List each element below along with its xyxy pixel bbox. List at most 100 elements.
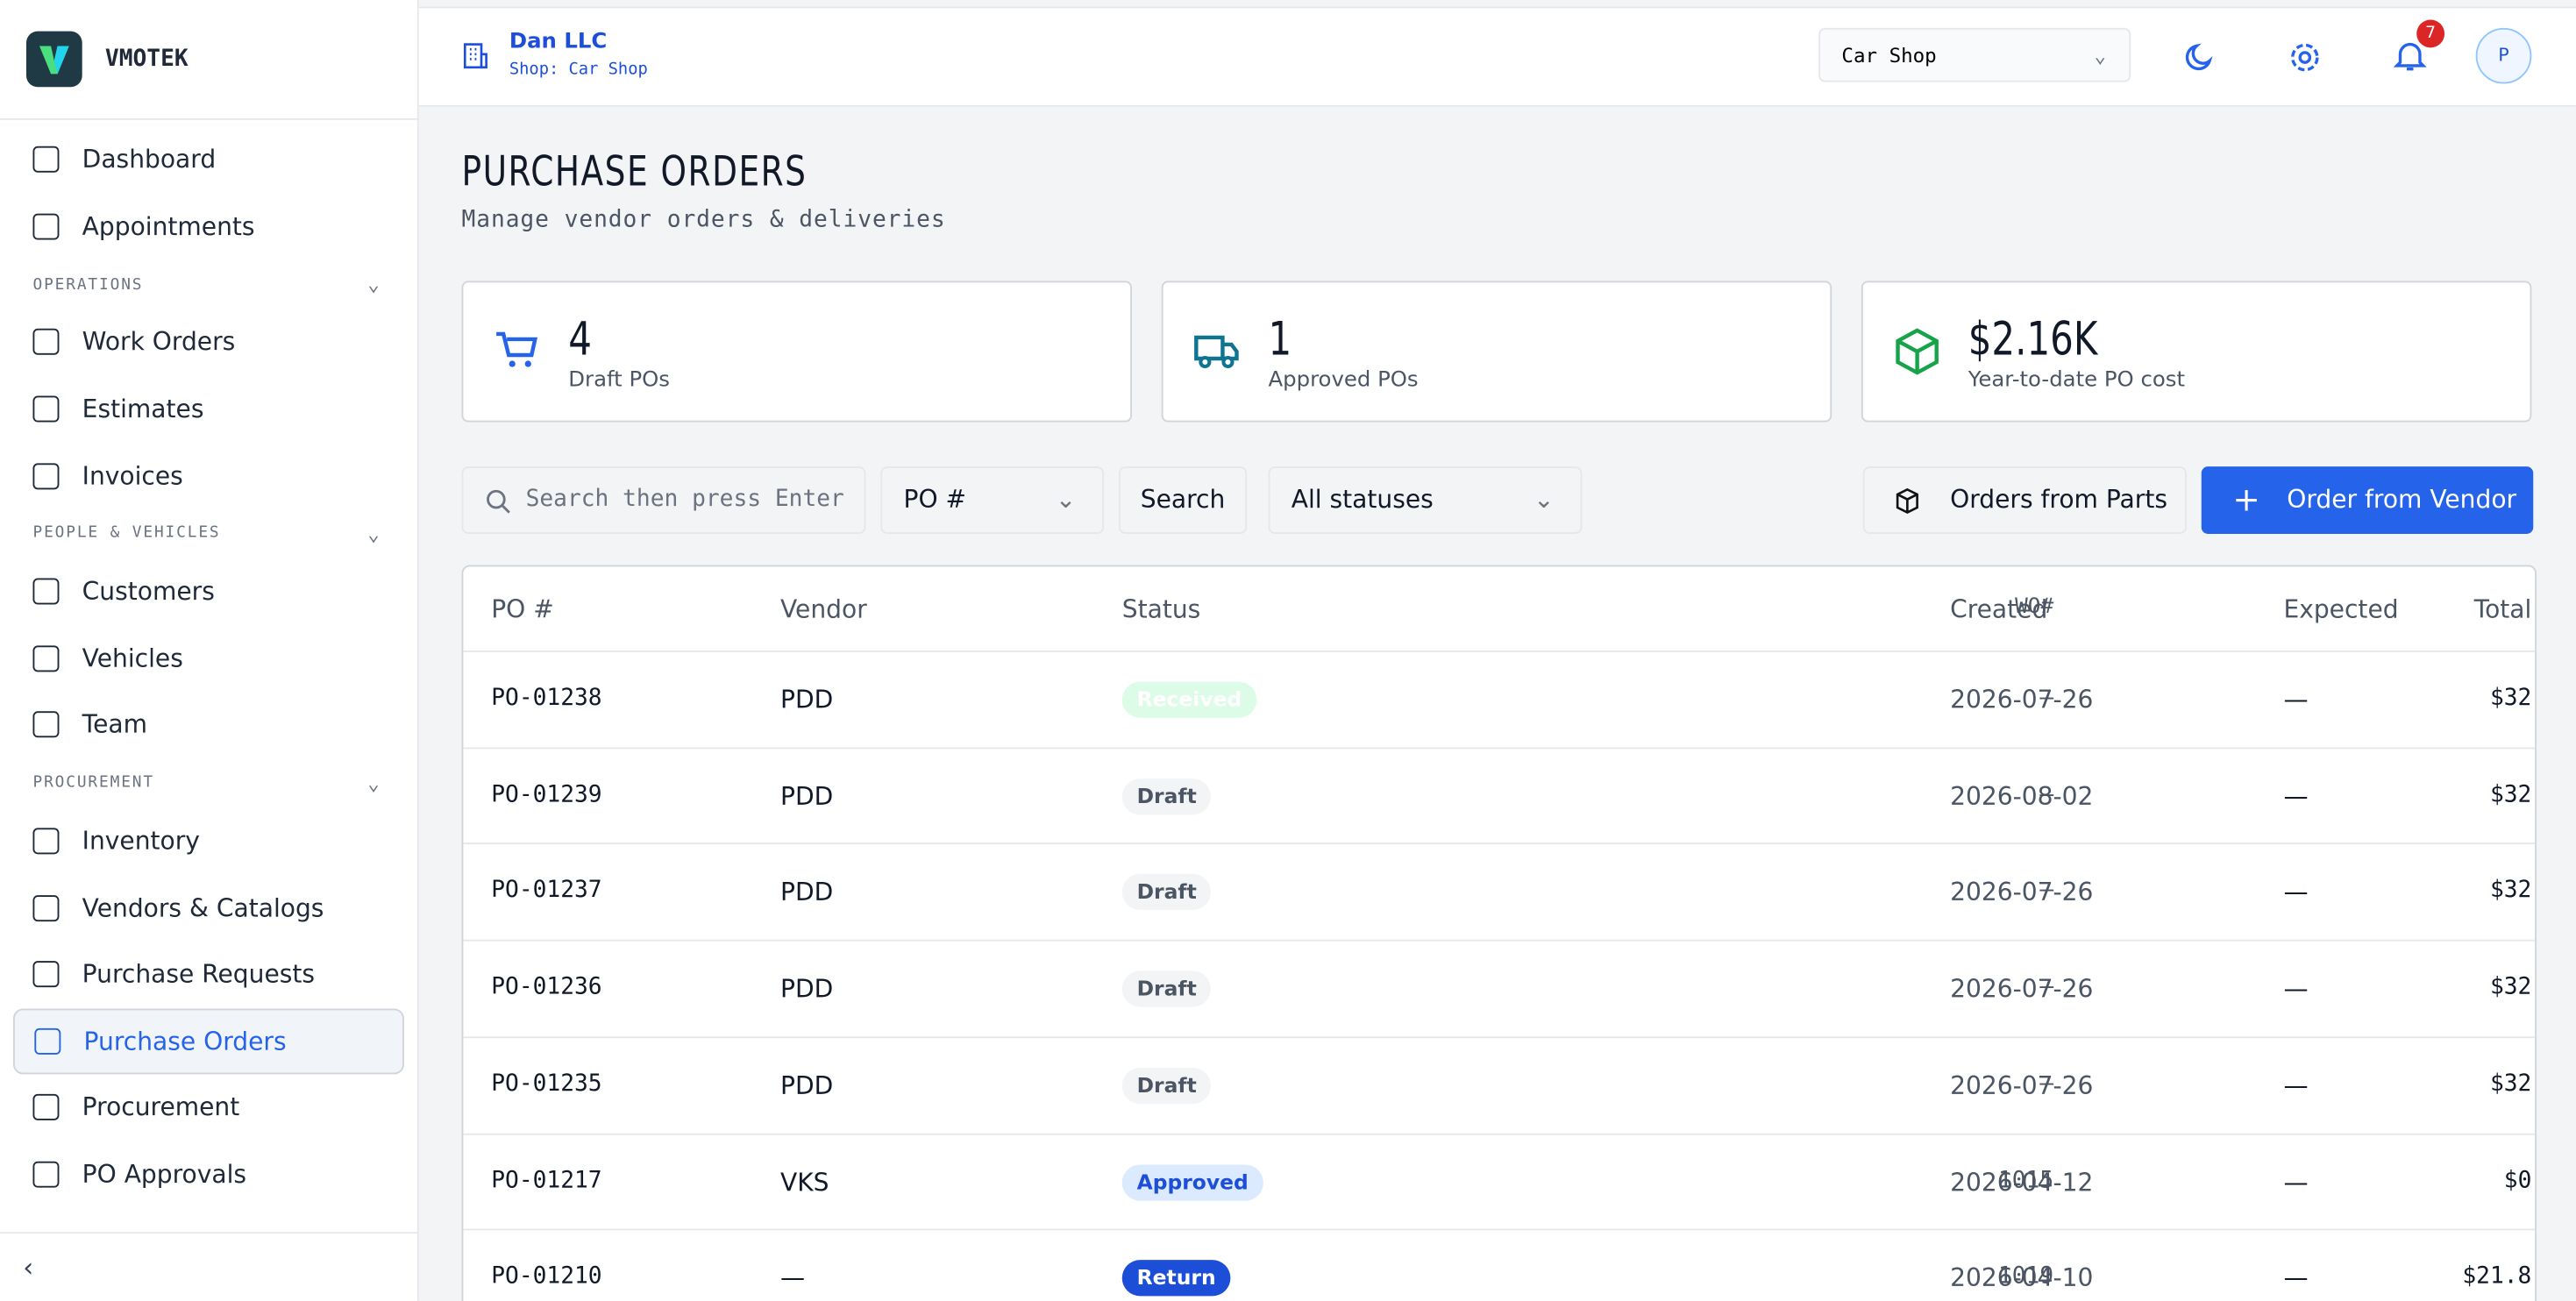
- notification-count: 7: [2416, 19, 2445, 48]
- nav-section-title: OPERATIONS: [32, 275, 144, 294]
- nav-item[interactable]: Work Orders: [13, 309, 404, 376]
- nav-item[interactable]: Vehicles: [13, 625, 404, 692]
- nav-item[interactable]: Invoices: [13, 443, 404, 509]
- orders-from-parts-button[interactable]: Orders from Parts: [1862, 466, 2187, 534]
- column-header[interactable]: Expected: [2283, 594, 2399, 625]
- stat-card: 1 Approved POs: [1161, 281, 1832, 423]
- nav-section[interactable]: OPERATIONS ⌄: [13, 259, 404, 309]
- table-cell: $0: [2503, 1167, 2532, 1194]
- field-select[interactable]: PO # ⌄: [880, 466, 1105, 534]
- column-header[interactable]: WO#: [2015, 594, 2054, 620]
- table-row[interactable]: PO-01236 PDD Draft – $32 2026-07-26 —: [463, 939, 2536, 1038]
- chevron: ⌄: [367, 771, 381, 795]
- nav-icon: [32, 462, 60, 489]
- notifications-button[interactable]: [2392, 38, 2428, 74]
- status-filter-value: All statuses: [1291, 484, 1434, 515]
- column-header[interactable]: Created: [1950, 594, 2048, 625]
- status-badge: Draft: [1121, 778, 1212, 814]
- nav-label: Purchase Requests: [82, 959, 316, 990]
- nav-item[interactable]: Team: [13, 692, 404, 758]
- search-button[interactable]: Search: [1118, 466, 1248, 534]
- search-input[interactable]: Search then press Enter: [461, 466, 866, 534]
- nav-label: Team: [82, 710, 147, 741]
- logo: [25, 31, 82, 88]
- nav-item[interactable]: Appointments: [13, 193, 404, 259]
- stat-value: 1: [1268, 312, 1292, 366]
- nav-icon: [32, 1161, 60, 1188]
- table-cell: $32: [2489, 974, 2532, 1001]
- stat-value: $2.16K: [1968, 312, 2098, 366]
- nav-item[interactable]: Inventory: [13, 807, 404, 874]
- table-cell: $21.8: [2462, 1263, 2532, 1290]
- nav-icon: [32, 329, 60, 356]
- table-cell: —: [2283, 685, 2309, 715]
- settings-button[interactable]: [2287, 39, 2323, 75]
- table-cell: PDD: [780, 781, 834, 812]
- table-cell: 2026-04-12: [1950, 1167, 2094, 1197]
- table-cell: PO-01210: [491, 1263, 602, 1290]
- table-row[interactable]: PO-01238 PDD Received – $32 2026-07-26 —: [463, 650, 2536, 749]
- stat-label: Year-to-date PO cost: [1968, 367, 2186, 393]
- table-row[interactable]: PO-01239 PDD Draft – $32 2026-08-02 —: [463, 746, 2536, 845]
- table-row[interactable]: PO-01210 — Return 1019 $21.8 2026-04-10 —: [463, 1228, 2536, 1301]
- column-header[interactable]: Vendor: [780, 594, 867, 625]
- nav-section[interactable]: PEOPLE & VEHICLES ⌄: [13, 509, 404, 558]
- table-cell: PO-01236: [491, 974, 602, 1001]
- nav-item[interactable]: PO Approvals: [13, 1141, 404, 1208]
- nav-section-title: PEOPLE & VEHICLES: [32, 524, 221, 544]
- table-cell: —: [2283, 1070, 2309, 1100]
- nav-section[interactable]: PROCUREMENT ⌄: [13, 758, 404, 807]
- nav-item[interactable]: Vendors & Catalogs: [13, 874, 404, 941]
- nav-item[interactable]: Purchase Requests: [13, 942, 404, 1008]
- status-badge: Approved: [1121, 1163, 1263, 1200]
- stat-card: $2.16K Year-to-date PO cost: [1861, 281, 2532, 423]
- nav-label: Invoices: [82, 460, 183, 491]
- avatar[interactable]: P: [2475, 27, 2532, 84]
- column-header[interactable]: Total: [2473, 594, 2532, 625]
- company-icon: [463, 43, 487, 69]
- nav-label: Dashboard: [82, 145, 217, 175]
- table-cell: $32: [2489, 1070, 2532, 1098]
- table-cell: PDD: [780, 685, 834, 715]
- column-header[interactable]: PO #: [491, 594, 554, 625]
- table-cell: —: [780, 1263, 806, 1293]
- table-row[interactable]: PO-01235 PDD Draft – $32 2026-07-26 —: [463, 1035, 2536, 1134]
- nav-item[interactable]: Estimates: [13, 376, 404, 443]
- nav-item[interactable]: Dashboard: [13, 126, 404, 193]
- table-cell: 1019: [1997, 1263, 2054, 1290]
- table-cell: –: [2039, 781, 2054, 808]
- order-from-vendor-button[interactable]: + Order from Vendor: [2201, 466, 2534, 534]
- table-cell: PO-01237: [491, 878, 602, 905]
- table-row[interactable]: PO-01217 VKS Approved 1015 $0 2026-04-12 —: [463, 1132, 2536, 1231]
- stat-icon: [1893, 325, 1942, 384]
- status-filter[interactable]: All statuses ⌄: [1268, 466, 1583, 534]
- table-cell: 2026-07-26: [1950, 878, 2094, 908]
- nav-icon: [34, 1027, 61, 1055]
- table-cell: PO-01239: [491, 781, 602, 808]
- nav-item[interactable]: Customers: [13, 558, 404, 625]
- table-cell: 2026-07-26: [1950, 974, 2094, 1005]
- nav: Dashboard Appointments OPERATIONS ⌄ Work Ord…: [0, 120, 417, 1214]
- status-badge: Draft: [1121, 970, 1212, 1007]
- table-row[interactable]: PO-01237 PDD Draft – $32 2026-07-26 —: [463, 842, 2536, 942]
- nav-section-title: PROCUREMENT: [32, 773, 154, 793]
- collapse-button[interactable]: ‹: [0, 1232, 417, 1301]
- column-header[interactable]: Status: [1121, 594, 1201, 625]
- nav-label: Customers: [82, 577, 215, 607]
- table-cell: —: [2283, 1167, 2309, 1197]
- company-name: Dan LLC: [509, 29, 608, 54]
- theme-toggle[interactable]: [2181, 39, 2217, 75]
- table-cell: VKS: [780, 1167, 829, 1197]
- field-select-value: PO #: [903, 484, 967, 515]
- purchase-orders-table: PO # Vendor Status WO# Total Created Expected P…: [461, 565, 2537, 1301]
- orders-from-parts-label: Orders from Parts: [1950, 484, 2167, 515]
- nav-icon: [32, 894, 60, 921]
- table-cell: –: [2039, 974, 2054, 1001]
- nav-item[interactable]: Purchase Orders: [12, 1007, 404, 1075]
- nav-item[interactable]: Procurement: [13, 1075, 404, 1141]
- shop-select[interactable]: Car Shop ⌄: [1818, 27, 2131, 82]
- nav-icon: [32, 961, 60, 988]
- status-badge: Draft: [1121, 874, 1212, 911]
- table-cell: PO-01217: [491, 1167, 602, 1194]
- shop-select-value: Car Shop: [1841, 44, 1937, 68]
